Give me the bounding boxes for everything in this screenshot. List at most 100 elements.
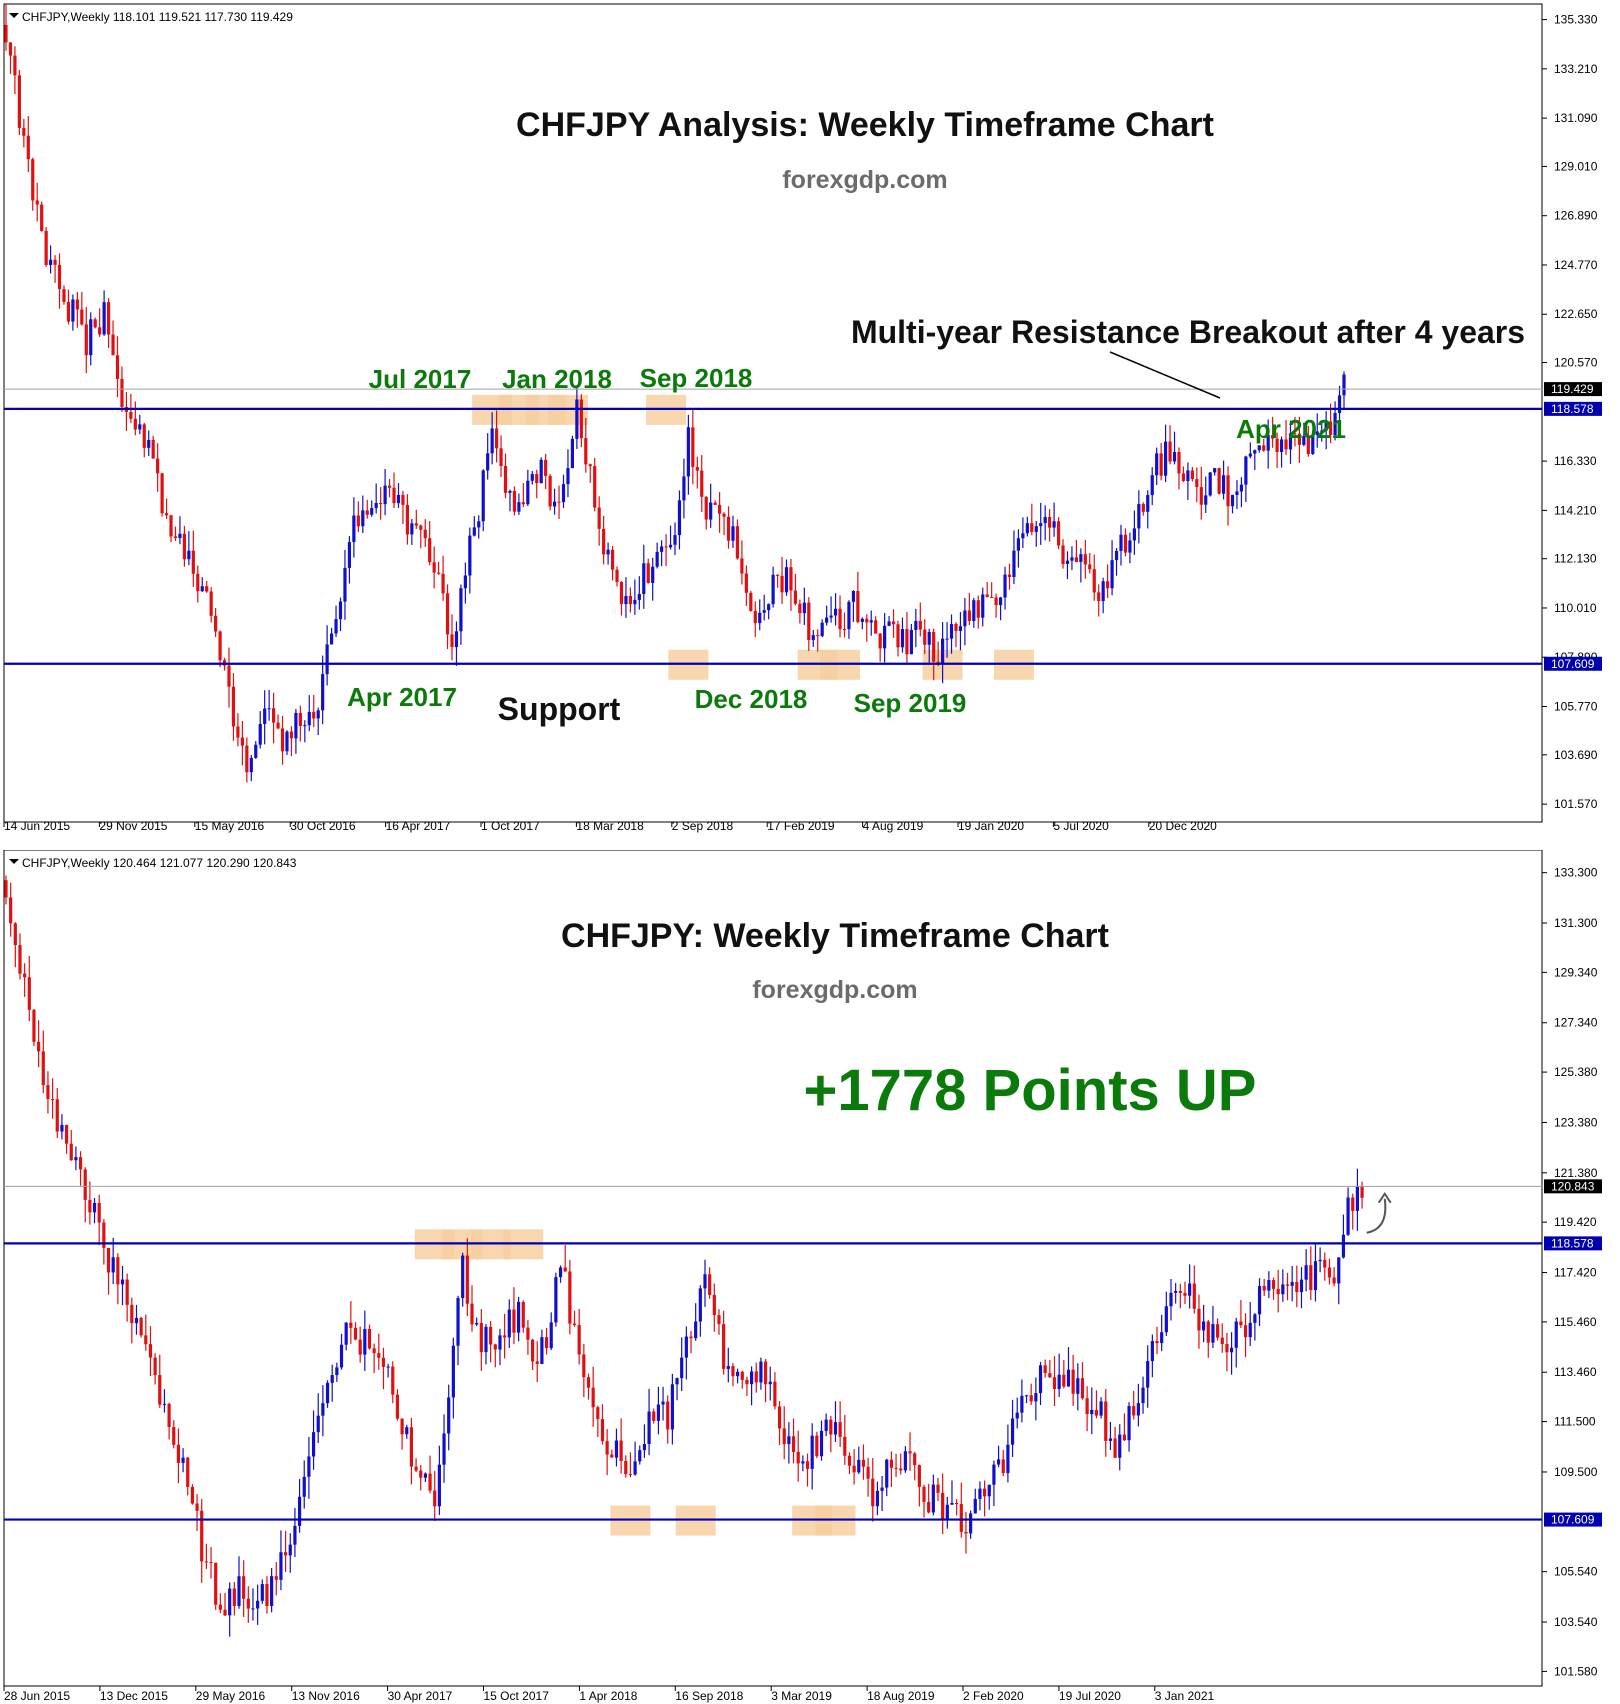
bottom-candle-body [311,1432,316,1457]
top-candle-body [807,602,811,641]
bottom-y-tick-label: 125.380 [1554,1065,1598,1079]
bottom-candle-body [1062,1374,1066,1387]
bottom-candle-body [1006,1444,1010,1474]
bottom-candle-body [120,1279,125,1285]
bottom-candle-body [736,1371,740,1377]
top-candle-body [838,608,842,630]
bottom-candle-body [181,1457,185,1463]
top-candle-body [602,528,606,555]
bottom-candle-body [97,1202,101,1223]
bottom-candle-body [27,977,31,1010]
bottom-candle-body [260,1584,264,1601]
top-y-tick-label: 101.570 [1554,797,1598,811]
bottom-candle-body [1141,1387,1145,1404]
top-candle-body [93,319,97,328]
bottom-candle-body [204,1561,208,1563]
bottom-x-tick-label: 15 Oct 2017 [484,1689,550,1703]
top-x-tick-label: 29 Nov 2015 [99,819,167,833]
top-candle-body [642,563,646,594]
bottom-candle-body [1080,1378,1085,1399]
top-candle-body [1208,472,1212,496]
top-candle-body [1324,421,1328,431]
top-y-tick-label: 124.770 [1554,258,1598,272]
top-candle-body [883,625,887,649]
bottom-candle-body [1243,1325,1248,1338]
top-candle-body [361,510,365,527]
top-candle-body [1070,557,1074,561]
top-candle-body [1021,533,1025,539]
bottom-candle-body [242,1576,246,1599]
bottom-candle-body [722,1324,726,1369]
bottom-candle-body [526,1327,530,1340]
top-candle-body [254,744,258,758]
bottom-candle-body [950,1502,954,1505]
bottom-candle-body [246,1598,250,1609]
top-candle-body [856,590,860,622]
bottom-candle-body [23,973,27,978]
top-candle-body [615,569,619,582]
bottom-candle-body [540,1337,544,1364]
bottom-candle-body [437,1464,441,1507]
top-candle-body [994,597,998,606]
top-x-tick-label: 19 Jan 2020 [958,819,1024,833]
top-breakout-pointer [1109,351,1221,399]
top-candle-body [1106,581,1110,589]
top-candle-body [1079,554,1083,562]
bottom-candle-body [973,1498,977,1514]
top-candle-body [151,439,155,459]
bottom-candle-body [302,1476,306,1497]
top-candle-body [512,490,517,512]
bottom-candle-body [1202,1321,1206,1331]
bottom-candle-body [186,1457,190,1487]
top-candle-body [236,726,240,738]
top-candle-body [1195,479,1199,488]
top-x-tick-label: 20 Dec 2020 [1149,819,1217,833]
bottom-candle-body [1188,1283,1192,1296]
bottom-candle-body [517,1301,521,1333]
top-candle-body [245,745,249,773]
bottom-candle-body [554,1277,558,1323]
bottom-candle-body [861,1459,866,1467]
bottom-candle-body [447,1397,451,1434]
bottom-candle-body [1276,1288,1280,1295]
bottom-candle-body [1309,1265,1313,1291]
top-candle-body [740,558,744,574]
bottom-candle-body [223,1609,227,1616]
bottom-candle-body [414,1466,418,1471]
bottom-candle-body [349,1322,353,1328]
chart-panel-bottom: CHFJPY,Weekly 120.464 121.077 120.290 12… [0,850,1620,1704]
top-candle-body [985,594,989,597]
top-candle-body [329,633,334,645]
bottom-candle-body [18,945,22,974]
top-candle-body [552,501,557,507]
top-candle-body [891,621,896,625]
top-candle-body [584,438,588,465]
bottom-candle-body [1323,1259,1327,1268]
bottom-candle-body [558,1267,563,1278]
top-candle-body [847,601,851,630]
top-y-tick-label: 105.770 [1554,700,1598,714]
top-candle-body [606,549,610,555]
top-candle-body [401,494,405,505]
top-candle-body [472,527,476,536]
top-candle-body [731,526,735,541]
bottom-candle-body [866,1466,870,1479]
top-candle-body [1333,413,1337,435]
top-candle-body [998,597,1003,606]
top-candle-body [1003,574,1007,598]
bottom-y-tick-label: 109.500 [1554,1465,1598,1479]
top-candle-body [379,502,383,505]
bottom-candle-body [1234,1321,1238,1348]
bottom-candle-body [871,1478,875,1507]
bottom-candle-body [1127,1406,1131,1441]
bottom-candle-body [64,1124,69,1144]
bottom-candle-body [167,1403,171,1427]
top-candle-body [49,259,53,265]
top-candle-body [887,621,891,626]
bottom-candle-body [1118,1434,1122,1458]
top-candle-body [1039,523,1043,527]
top-candle-body [1083,554,1087,565]
top-y-tick-label: 122.650 [1554,307,1598,321]
bottom-candle-body [969,1513,973,1534]
top-candle-body [780,575,784,593]
